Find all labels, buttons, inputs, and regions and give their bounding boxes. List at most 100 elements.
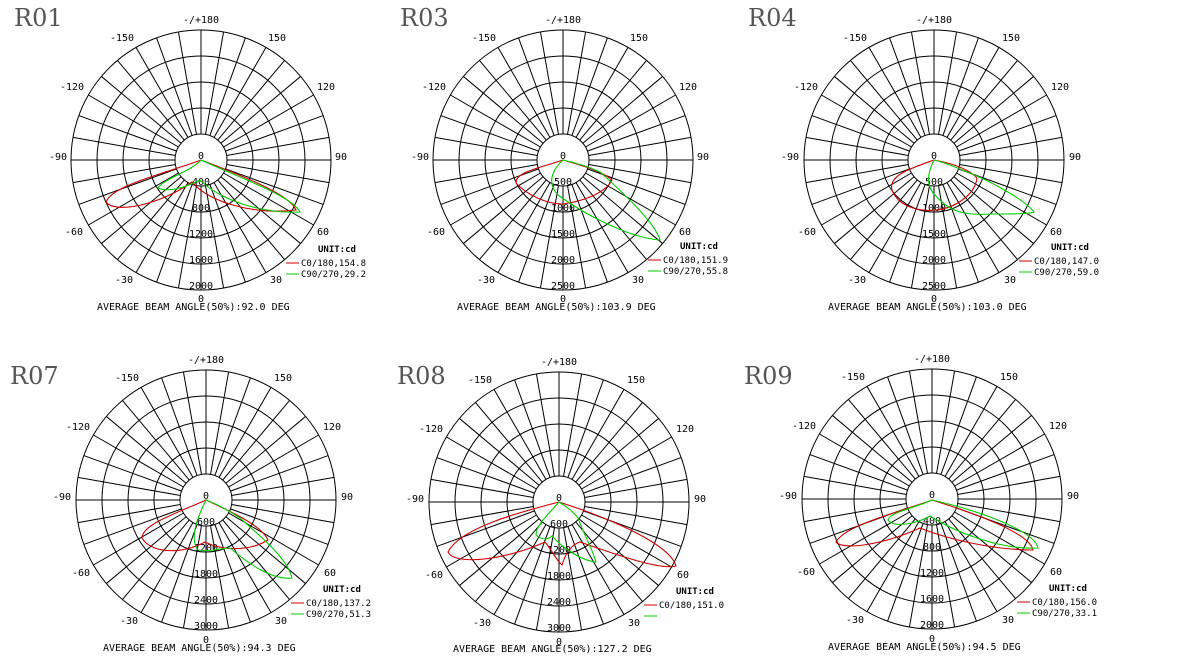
fixture-code: R03	[400, 4, 449, 32]
grid-spoke	[222, 519, 290, 600]
grid-spoke	[821, 172, 912, 226]
angle-label-top: -/+180	[914, 354, 950, 365]
grid-spoke	[832, 515, 913, 583]
angle-label-bottom: 0	[203, 635, 209, 646]
grid-spoke	[832, 415, 913, 483]
angle-label-l90: -90	[411, 152, 429, 163]
angle-label-r120: 120	[323, 422, 341, 433]
curve-c90-270	[535, 501, 597, 563]
legend-c0: C0/180,156.0	[1032, 598, 1097, 608]
radial-tick: 0	[929, 490, 935, 501]
grid-spoke	[946, 47, 1000, 138]
grid-spoke	[951, 415, 1032, 483]
grid-spoke	[177, 31, 197, 135]
grid-spoke	[803, 475, 907, 495]
radial-tick: 3000	[547, 623, 571, 634]
legend-c90: C90/270,55.8	[663, 267, 728, 277]
radial-tick: 0	[556, 493, 562, 504]
grid-spoke	[475, 521, 543, 602]
fixture-code: R01	[14, 4, 63, 32]
grid-spoke	[956, 94, 1047, 148]
angle-label-r120: 120	[317, 82, 335, 93]
grid-spoke	[210, 525, 230, 629]
grid-spoke	[850, 60, 918, 141]
grid-spoke	[950, 60, 1018, 141]
grid-spoke	[226, 136, 330, 156]
grid-spoke	[567, 526, 604, 625]
grid-spoke	[434, 136, 538, 156]
radial-tick: 2000	[922, 255, 946, 266]
grid-spoke	[567, 379, 604, 478]
grid-spoke	[161, 377, 198, 476]
angle-label-r60: 60	[324, 568, 336, 579]
beam-angle: AVERAGE BEAM ANGLE(50%):92.0 DEG	[97, 302, 290, 313]
angle-label-bottom: 0	[560, 294, 566, 305]
grid-spoke	[575, 47, 629, 138]
radial-tick: 2500	[551, 281, 575, 292]
radial-tick: 500	[554, 177, 572, 188]
grid-spoke	[940, 376, 977, 475]
grid-spoke	[430, 506, 534, 526]
angle-label-l60: -60	[798, 227, 816, 238]
beam-angle: AVERAGE BEAM ANGLE(50%):103.0 DEG	[828, 302, 1027, 313]
angle-label-r90: 90	[1069, 152, 1081, 163]
unit-label: UNIT:cd	[318, 245, 356, 255]
grid-spoke	[535, 373, 555, 477]
grid-spoke	[225, 516, 306, 584]
radial-tick: 1500	[551, 229, 575, 240]
grid-spoke	[122, 519, 190, 600]
beam-angle: AVERAGE BEAM ANGLE(50%):94.5 DEG	[828, 642, 1021, 653]
grid-spoke	[584, 478, 688, 498]
legend-c0: C0/180,154.8	[301, 259, 366, 269]
fixture-code: R09	[744, 362, 793, 390]
grid-spoke	[225, 115, 324, 152]
grid-spoke	[231, 476, 335, 496]
grid-spoke	[222, 400, 290, 481]
grid-spoke	[514, 379, 551, 478]
grid-spoke	[101, 76, 182, 144]
radial-tick: 0	[931, 151, 937, 162]
grid-spoke	[493, 389, 547, 480]
angle-label-l90: -90	[781, 152, 799, 163]
grid-spoke	[908, 370, 928, 474]
angle-label-r60: 60	[1050, 567, 1062, 578]
grid-spoke	[571, 389, 625, 480]
legend-c90: C90/270,33.1	[1032, 609, 1097, 619]
angle-label-l150: -150	[115, 373, 139, 384]
angle-label-l120: -120	[66, 422, 90, 433]
unit-label: UNIT:cd	[1051, 243, 1089, 253]
grid-spoke	[213, 47, 267, 138]
radial-tick: 1600	[920, 594, 944, 605]
angle-label-l60: -60	[425, 570, 443, 581]
grid-spoke	[83, 508, 182, 545]
angle-label-l150: -150	[110, 33, 134, 44]
angle-label-l60: -60	[797, 567, 815, 578]
grid-spoke	[463, 176, 544, 244]
radial-tick: 1200	[920, 568, 944, 579]
angle-label-r90: 90	[341, 492, 353, 503]
radial-tick: 1600	[189, 255, 213, 266]
grid-spoke	[78, 115, 177, 152]
polar-diagram: -/+180 -150 150 -120 120 -90 90 -60 60 -…	[49, 15, 366, 313]
angle-label-l120: -120	[794, 82, 818, 93]
grid-spoke	[446, 514, 537, 568]
curve-c90-270	[928, 159, 1035, 215]
grid-spoke	[889, 37, 926, 136]
grid-spoke	[866, 521, 920, 612]
grid-spoke	[821, 94, 912, 148]
grid-spoke	[953, 176, 1034, 244]
grid-spoke	[135, 47, 189, 138]
grid-spoke	[177, 185, 197, 289]
angle-label-r150: 150	[274, 373, 292, 384]
curve-c0-180	[891, 159, 978, 211]
angle-label-l120: -120	[792, 421, 816, 432]
grid-spoke	[230, 455, 329, 492]
grid-spoke	[868, 47, 922, 138]
angle-label-r150: 150	[1000, 372, 1018, 383]
grid-spoke	[938, 185, 958, 289]
angle-label-r60: 60	[317, 227, 329, 238]
angle-label-top: -/+180	[183, 15, 219, 26]
angle-label-l120: -120	[60, 82, 84, 93]
grid-spoke	[223, 94, 314, 148]
